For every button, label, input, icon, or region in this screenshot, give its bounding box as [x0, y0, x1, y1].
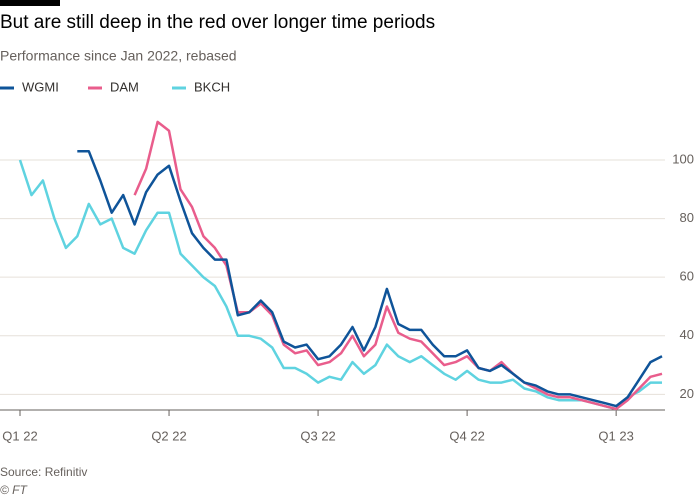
- x-tick-label: Q2 22: [151, 428, 186, 443]
- x-tick-label: Q3 22: [300, 428, 335, 443]
- ft-bar: [0, 0, 60, 6]
- x-tick-label: Q4 22: [449, 428, 484, 443]
- series-line: [77, 149, 663, 408]
- x-tick-label: Q1 23: [598, 428, 633, 443]
- credit: © FT: [0, 483, 29, 497]
- source: Source: Refinitiv: [0, 465, 87, 479]
- y-tick-label: 20: [680, 386, 694, 401]
- chart-subtitle: Performance since Jan 2022, rebased: [0, 48, 237, 64]
- y-tick-label: 40: [680, 327, 694, 342]
- legend-label: WGMI: [22, 79, 59, 94]
- series-line: [133, 120, 663, 411]
- y-tick-label: 100: [672, 151, 694, 166]
- y-tick-label: 60: [680, 269, 694, 284]
- series-line: [18, 159, 662, 411]
- legend-label: DAM: [110, 79, 139, 94]
- x-tick-label: Q1 22: [2, 428, 37, 443]
- chart-title: But are still deep in the red over longe…: [0, 12, 435, 33]
- legend-label: BKCH: [194, 79, 230, 94]
- y-tick-label: 80: [680, 210, 694, 225]
